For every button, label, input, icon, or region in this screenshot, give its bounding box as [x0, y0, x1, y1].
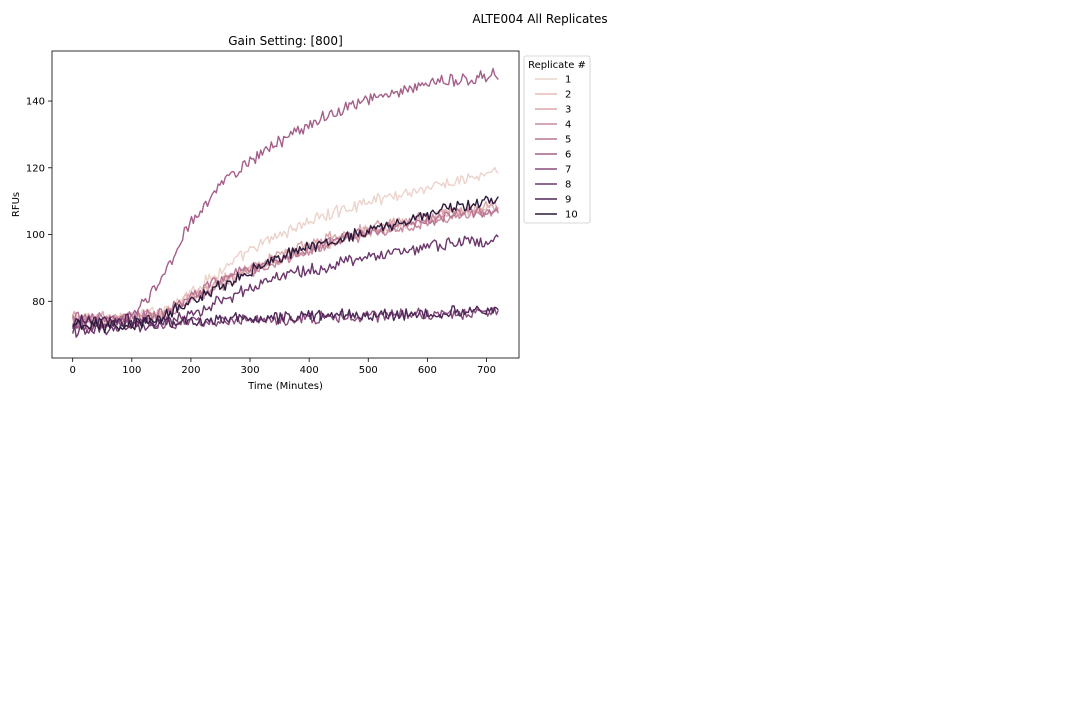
- series-line-4: [72, 206, 499, 328]
- x-axis-label: Time (Minutes): [247, 381, 323, 392]
- x-tick-label: 300: [240, 365, 259, 376]
- legend-label-6: 6: [565, 150, 571, 161]
- x-tick-label: 100: [122, 365, 141, 376]
- legend-label-4: 4: [565, 120, 571, 131]
- suptitle-text: ALTE004 All Replicates: [472, 12, 608, 26]
- legend-label-3: 3: [565, 105, 571, 116]
- legend-label-2: 2: [565, 90, 571, 101]
- legend-label-1: 1: [565, 75, 571, 86]
- legend-label-9: 9: [565, 195, 571, 206]
- y-axis-label: RFUs: [11, 192, 22, 217]
- series-line-1: [72, 166, 499, 325]
- legend-label-5: 5: [565, 135, 571, 146]
- series-lines: [72, 67, 499, 338]
- y-tick-label: 120: [26, 163, 45, 174]
- x-tick-label: 500: [359, 365, 378, 376]
- y-tick-label: 100: [26, 230, 45, 241]
- y-tick-label: 80: [32, 297, 45, 308]
- series-line-8: [72, 234, 499, 338]
- figure-suptitle: ALTE004 All Replicates: [0, 12, 1080, 26]
- series-line-10: [72, 195, 499, 334]
- legend-title: Replicate #: [528, 60, 586, 71]
- x-tick-label: 400: [300, 365, 319, 376]
- y-tick-label: 140: [26, 97, 45, 108]
- legend-label-8: 8: [565, 180, 571, 191]
- x-tick-label: 200: [181, 365, 200, 376]
- legend: Replicate # 1 2 3 4 5 6 7 8 9 10: [523, 55, 591, 224]
- series-line-9: [72, 305, 499, 329]
- chart-title: Gain Setting: [800]: [228, 34, 343, 48]
- x-tick-label: 600: [418, 365, 437, 376]
- x-tick-label: 700: [477, 365, 496, 376]
- legend-items: 1 2 3 4 5 6 7 8 9 10: [535, 75, 578, 221]
- x-tick-label: 0: [70, 365, 76, 376]
- plot-area: [51, 50, 520, 359]
- legend-label-7: 7: [565, 165, 571, 176]
- series-line-6: [72, 67, 499, 333]
- x-axis: 0 100 200 300 400 500 600 700: [70, 358, 496, 376]
- legend-label-10: 10: [565, 210, 578, 221]
- y-axis: 80 100 120 140: [26, 97, 52, 308]
